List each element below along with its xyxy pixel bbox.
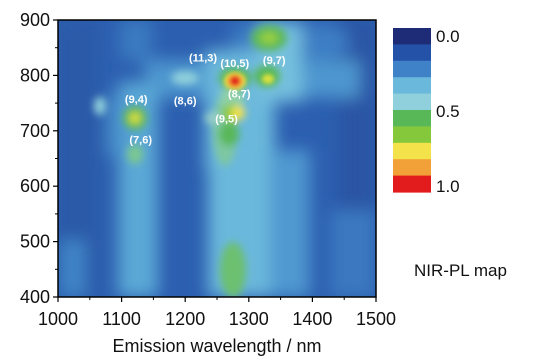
x-tick-label: 1400 [292, 309, 332, 329]
colorbar-segment [393, 110, 431, 127]
x-tick-label: 1500 [356, 309, 396, 329]
colorbar-tick-label: 1.0 [436, 177, 460, 196]
peak-label: (11,3) [189, 52, 217, 64]
y-tick-label: 700 [20, 121, 50, 141]
colorbar-segment [393, 77, 431, 95]
y-tick-label: 600 [20, 176, 50, 196]
colorbar-segment [393, 93, 431, 111]
peak-label: (8,6) [174, 96, 197, 108]
colorbar-tick-label: 0.0 [436, 27, 460, 46]
x-tick-label: 1300 [229, 309, 269, 329]
colorbar-segment [393, 60, 431, 78]
peak-label: (7,6) [129, 134, 152, 146]
colorbar-tick-label: 0.5 [436, 102, 460, 121]
colorbar-segment [393, 28, 431, 45]
peak-label: (9,4) [125, 94, 148, 106]
colorbar-segment [393, 159, 431, 177]
y-tick-label: 900 [20, 10, 50, 30]
colorbar: 0.0 0.5 1.0 [393, 27, 460, 196]
colorbar-segment [393, 142, 431, 160]
y-axis: 400 500 600 700 800 900 [20, 10, 58, 307]
colorbar-segment [393, 175, 431, 193]
y-tick-label: 800 [20, 65, 50, 85]
plot-area [58, 20, 376, 297]
caption: NIR-PL map [414, 261, 507, 280]
peak-label: (8,7) [228, 88, 251, 100]
peak-labels: (9,4) (7,6) (8,6) (11,3) (10,5) (8,7) (9,5) (9,… [125, 52, 286, 146]
x-axis-title: Emission wavelength / nm [112, 336, 321, 356]
x-tick-label: 1000 [38, 309, 78, 329]
peak-label: (9,5) [215, 113, 238, 125]
peak-label: (10,5) [220, 58, 249, 70]
colorbar-segment [393, 44, 431, 62]
x-tick-label: 1100 [102, 309, 141, 329]
heatmap-hotspots [94, 25, 287, 297]
peak-label: (9,7) [263, 55, 286, 67]
colorbar-segment [393, 126, 431, 144]
x-tick-label: 1200 [165, 309, 205, 329]
x-axis: 1000 1100 1200 1300 1400 1500 [38, 297, 396, 329]
y-tick-label: 400 [20, 287, 50, 307]
heatmap-peak-cores [224, 72, 274, 90]
y-tick-label: 500 [20, 232, 50, 252]
